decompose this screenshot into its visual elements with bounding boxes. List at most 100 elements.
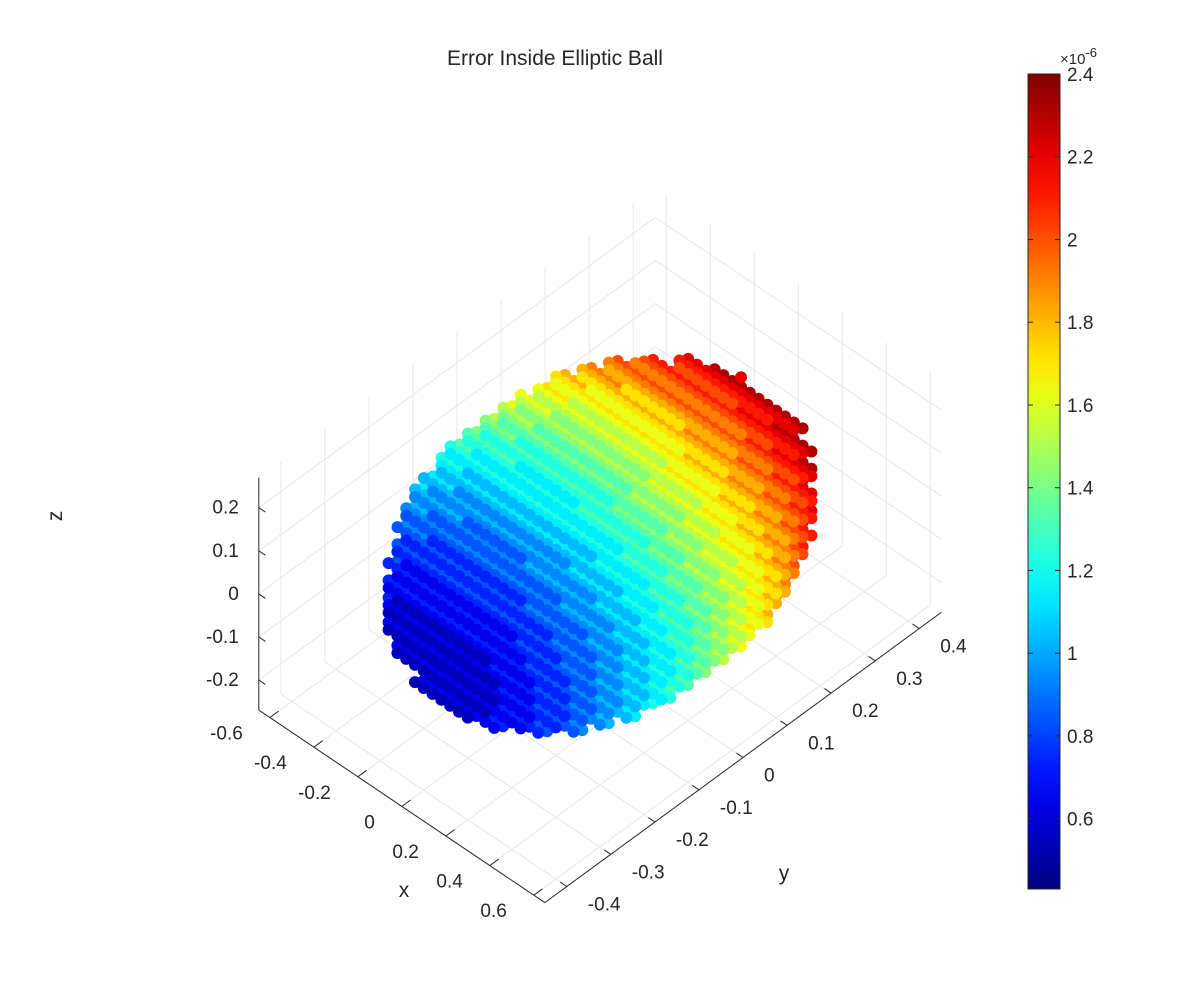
data-point xyxy=(505,546,518,559)
data-point xyxy=(514,594,527,607)
data-point xyxy=(488,551,501,564)
y-tick-mark xyxy=(824,688,832,694)
data-point xyxy=(734,630,747,643)
data-point xyxy=(576,544,589,557)
data-point xyxy=(629,700,642,713)
data-point xyxy=(409,658,421,671)
data-point xyxy=(461,576,474,588)
data-point xyxy=(638,511,650,524)
data-point xyxy=(646,517,659,530)
data-point xyxy=(717,626,730,639)
data-point xyxy=(602,579,615,592)
data-point xyxy=(611,560,624,573)
data-point xyxy=(761,463,774,476)
data-point xyxy=(488,576,501,589)
data-point xyxy=(479,454,492,467)
data-point xyxy=(637,689,650,702)
y-tick-mark xyxy=(868,655,876,662)
y-tick-label: 0.4 xyxy=(940,637,967,658)
data-point xyxy=(743,500,756,513)
data-point xyxy=(488,677,501,690)
data-point xyxy=(655,659,668,671)
data-point xyxy=(708,435,721,448)
data-point xyxy=(673,527,686,540)
x-tick-mark xyxy=(533,888,543,896)
x-tick-label: -0.2 xyxy=(298,783,331,804)
data-point xyxy=(699,621,712,634)
data-point xyxy=(567,513,580,526)
data-point xyxy=(426,653,439,666)
data-point xyxy=(576,452,589,465)
data-point xyxy=(514,403,527,416)
data-point xyxy=(805,512,818,525)
z-tick-label: -0.1 xyxy=(206,627,239,648)
data-point xyxy=(637,595,650,608)
data-point xyxy=(682,652,694,664)
data-point xyxy=(717,609,730,621)
axis-ticks: -0.6-0.4-0.200.20.40.6 -0.4-0.3-0.2-0.100… xyxy=(206,498,967,923)
data-point xyxy=(426,485,439,498)
data-point xyxy=(453,528,466,541)
data-point xyxy=(549,721,562,734)
y-tick-mark xyxy=(736,752,744,758)
data-point xyxy=(602,470,615,483)
data-point xyxy=(743,451,756,464)
data-point xyxy=(444,546,457,559)
data-point xyxy=(717,507,730,520)
data-point xyxy=(541,663,553,676)
data-point xyxy=(664,691,677,704)
y-tick-label: -0.4 xyxy=(588,895,621,916)
data-point xyxy=(770,436,783,449)
data-point xyxy=(444,630,457,643)
data-point xyxy=(611,402,624,415)
data-points xyxy=(382,352,818,739)
data-point xyxy=(585,550,598,563)
data-point xyxy=(426,619,439,631)
data-point xyxy=(523,617,536,630)
data-point xyxy=(752,457,765,470)
data-point xyxy=(488,694,501,707)
data-point xyxy=(391,612,404,625)
data-point xyxy=(611,661,624,674)
data-point xyxy=(576,645,589,658)
data-point xyxy=(550,435,562,448)
data-point xyxy=(787,424,800,436)
data-point xyxy=(391,570,404,583)
data-point xyxy=(717,391,730,404)
data-point xyxy=(761,598,774,611)
data-point xyxy=(690,581,703,594)
data-point xyxy=(682,392,695,405)
y-tick-label: 0.1 xyxy=(808,733,834,754)
data-point xyxy=(576,428,589,441)
data-point xyxy=(594,464,606,477)
data-point xyxy=(629,357,642,370)
data-point xyxy=(778,467,791,480)
data-point xyxy=(426,594,439,607)
data-point xyxy=(638,553,650,566)
data-point xyxy=(567,656,580,669)
data-point xyxy=(541,453,554,466)
data-point xyxy=(558,557,571,570)
data-point xyxy=(655,641,668,654)
data-point xyxy=(620,499,633,512)
data-point xyxy=(391,521,404,534)
data-point xyxy=(778,551,791,564)
data-point xyxy=(699,478,712,491)
data-point xyxy=(497,515,510,528)
data-point xyxy=(620,408,633,421)
data-point xyxy=(549,568,562,581)
data-point xyxy=(770,587,783,600)
data-point xyxy=(611,518,624,531)
data-point xyxy=(761,505,774,518)
data-point xyxy=(646,369,659,381)
data-point xyxy=(585,651,598,664)
data-point xyxy=(664,623,677,635)
data-point xyxy=(620,608,633,621)
data-point xyxy=(655,599,668,612)
data-point xyxy=(435,583,448,595)
data-point xyxy=(470,648,483,661)
data-point xyxy=(576,662,589,675)
data-point xyxy=(400,534,413,547)
data-point xyxy=(461,618,474,630)
data-point xyxy=(558,465,571,478)
